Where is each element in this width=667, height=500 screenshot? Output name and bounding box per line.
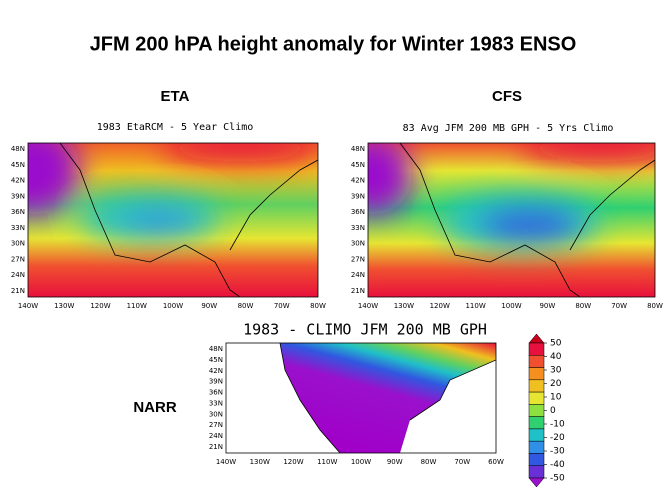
colorbar-label: -40 [550, 460, 565, 470]
lat-label: 36N [351, 208, 365, 216]
lon-label: 130W [54, 302, 74, 310]
lat-label: 33N [351, 224, 365, 232]
lat-label: 42N [351, 177, 365, 185]
lat-label: 48N [209, 345, 223, 353]
lon-label: 80W [647, 302, 663, 310]
map-frame [367, 142, 656, 298]
lat-label: 39N [351, 192, 365, 200]
lat-label: 30N [11, 240, 25, 248]
map-narr [226, 343, 496, 453]
lat-label: 33N [209, 399, 223, 407]
colorbar-label: 0 [550, 406, 556, 416]
lat-label: 21N [351, 287, 365, 295]
lat-label: 27N [209, 421, 223, 429]
lon-label: 80W [238, 302, 254, 310]
colorbar-band [528, 440, 545, 454]
map-title: 83 Avg JFM 200 MB GPH - 5 Yrs Climo [403, 123, 614, 134]
lon-label: 130W [394, 302, 414, 310]
colorbar-cap [528, 477, 545, 488]
lon-label: 80W [575, 302, 591, 310]
colorbar-band [528, 367, 545, 381]
lon-label: 140W [18, 302, 38, 310]
lat-label: 33N [11, 224, 25, 232]
colorbar-band [528, 453, 545, 466]
lat-label: 21N [11, 287, 25, 295]
lat-label: 24N [351, 271, 365, 279]
colorbar-band [528, 416, 545, 430]
lat-label: 45N [351, 161, 365, 169]
lon-label: 120W [430, 302, 450, 310]
colorbar-label: 10 [550, 393, 562, 403]
panel-label: ETA [161, 88, 190, 105]
lon-label: 90W [387, 458, 403, 466]
map-title: 1983 EtaRCM - 5 Year Climo [97, 122, 254, 133]
lon-label: 100W [351, 458, 371, 466]
colorbar-label: -50 [550, 474, 565, 484]
lon-label: 70W [611, 302, 627, 310]
lat-label: 42N [209, 367, 223, 375]
colorbar-band [528, 379, 545, 393]
lon-label: 120W [283, 458, 303, 466]
lat-label: 27N [11, 255, 25, 263]
lon-label: 70W [274, 302, 290, 310]
colorbar-label: 50 [550, 339, 562, 349]
lon-label: 100W [163, 302, 183, 310]
colorbar-band [528, 355, 545, 368]
lat-label: 36N [209, 389, 223, 397]
colorbar-band [528, 391, 545, 405]
lon-label: 140W [358, 302, 378, 310]
colorbar-label: 40 [550, 352, 562, 362]
colorbar-label: -20 [550, 433, 565, 443]
panel-label: CFS [492, 88, 522, 105]
lat-label: 30N [209, 410, 223, 418]
lon-label: 100W [501, 302, 521, 310]
lon-label: 60W [488, 458, 504, 466]
colorbar-label: -10 [550, 420, 565, 430]
panel-label: NARR [133, 399, 176, 416]
slide-title: JFM 200 hPA height anomaly for Winter 19… [90, 33, 577, 55]
colorbar-label: 30 [550, 366, 562, 376]
map-cfs [368, 143, 655, 297]
lat-label: 27N [351, 255, 365, 263]
lat-label: 36N [11, 208, 25, 216]
colorbar-band [528, 428, 545, 442]
lon-label: 120W [90, 302, 110, 310]
map-title: 1983 - CLIMO JFM 200 MB GPH [243, 321, 487, 339]
lat-label: 24N [11, 271, 25, 279]
lat-label: 45N [209, 356, 223, 364]
lon-label: 140W [216, 458, 236, 466]
map-eta [28, 143, 318, 297]
lon-label: 90W [539, 302, 555, 310]
lat-label: 30N [351, 240, 365, 248]
lat-label: 39N [11, 192, 25, 200]
lon-label: 110W [465, 302, 485, 310]
lat-label: 48N [351, 145, 365, 153]
lon-label: 90W [201, 302, 217, 310]
lon-label: 80W [310, 302, 326, 310]
lon-label: 110W [127, 302, 147, 310]
lat-label: 24N [209, 432, 223, 440]
colorbar-band [528, 342, 545, 356]
colorbar-label: 20 [550, 379, 562, 389]
map-frame [225, 342, 497, 454]
lon-label: 70W [454, 458, 470, 466]
lat-label: 42N [11, 177, 25, 185]
lat-label: 21N [209, 443, 223, 451]
lat-label: 39N [209, 378, 223, 386]
colorbar-label: -30 [550, 447, 565, 457]
colorbar-band [528, 404, 545, 417]
lon-label: 110W [317, 458, 337, 466]
colorbar-band [528, 465, 545, 479]
map-frame [27, 142, 319, 298]
lon-label: 130W [250, 458, 270, 466]
lon-label: 80W [421, 458, 437, 466]
lat-label: 45N [11, 161, 25, 169]
lat-label: 48N [11, 145, 25, 153]
